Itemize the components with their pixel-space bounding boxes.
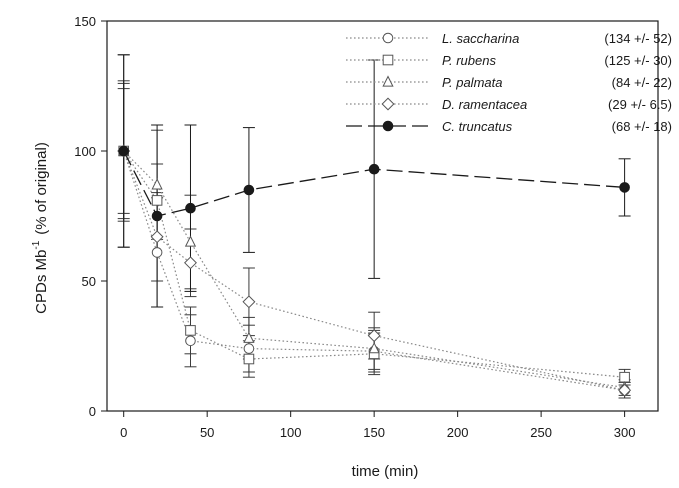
x-axis-title: time (min) [352, 463, 419, 480]
legend-marker [382, 75, 394, 87]
data-point [184, 235, 197, 247]
y-axis-title: CPDs Mb-1 (% of original) [31, 142, 50, 314]
data-point [243, 331, 255, 343]
data-point [151, 178, 163, 190]
data-point [619, 371, 630, 383]
legend-series-value: (84 +/- 22) [612, 75, 672, 90]
legend-series-name: P. palmata [442, 75, 502, 90]
data-point [619, 182, 630, 193]
legend-series-value: (29 +/- 6.5) [608, 97, 672, 112]
y-tick-label: 100 [74, 144, 96, 159]
legend-series-value: (125 +/- 30) [604, 53, 672, 68]
data-point [242, 295, 256, 309]
data-point [151, 247, 163, 258]
series-line [123, 150, 625, 217]
legend-series-value: (68 +/- 18) [612, 119, 672, 134]
legend-series-name: P. rubens [442, 53, 496, 68]
y-axis-title-superscript: -1 [31, 240, 42, 249]
data-point [118, 145, 129, 157]
data-point [368, 341, 380, 354]
data-point [151, 210, 163, 222]
data-point [243, 353, 255, 365]
y-tick-label: 50 [82, 274, 96, 289]
legend-series-name: C. truncatus [442, 119, 513, 134]
plot-area-border [106, 20, 659, 412]
data-point [243, 343, 255, 354]
data-point [184, 256, 197, 270]
legend-marker [382, 54, 394, 66]
legend-marker [381, 97, 395, 111]
x-tick-label: 0 [120, 425, 127, 440]
data-point [618, 383, 632, 397]
x-tick-label: 200 [447, 425, 469, 440]
data-point [150, 230, 164, 244]
x-tick-label: 50 [200, 425, 214, 440]
y-tick-label: 0 [89, 404, 96, 419]
data-point [367, 329, 381, 343]
y-axis-title-unit: (% of original) [33, 142, 50, 235]
series-line [123, 150, 625, 391]
plot-frame [106, 20, 659, 412]
y-tick-label: 150 [74, 14, 96, 29]
data-point [185, 335, 196, 347]
svg-text:CPDs Mb-1(% of original): CPDs Mb-1 (% of original) [31, 142, 50, 314]
x-tick-label: 100 [280, 425, 302, 440]
legend-marker [382, 120, 394, 132]
legend-series-value: (134 +/- 52) [604, 31, 672, 46]
x-tick-label: 150 [363, 425, 385, 440]
legend-series-name: L. saccharina [442, 31, 519, 46]
legend: L. saccharina (134 +/- 52) P. rubens (125 +… [346, 31, 672, 134]
axis-ticks: 0 50 100 150 200 250 300 0 50 100 150 [74, 14, 635, 440]
legend-series-name: D. ramentacea [442, 97, 527, 112]
data-markers [117, 144, 632, 397]
data-point [151, 195, 163, 206]
series-line [123, 150, 625, 391]
data-point [185, 325, 196, 336]
data-point [185, 202, 196, 214]
data-point [243, 184, 255, 196]
x-tick-label: 250 [530, 425, 552, 440]
series-lines [123, 150, 625, 391]
legend-marker [382, 32, 394, 44]
data-point [368, 163, 380, 175]
x-tick-label: 300 [614, 425, 636, 440]
y-axis-title-main: CPDs Mb [33, 250, 50, 314]
